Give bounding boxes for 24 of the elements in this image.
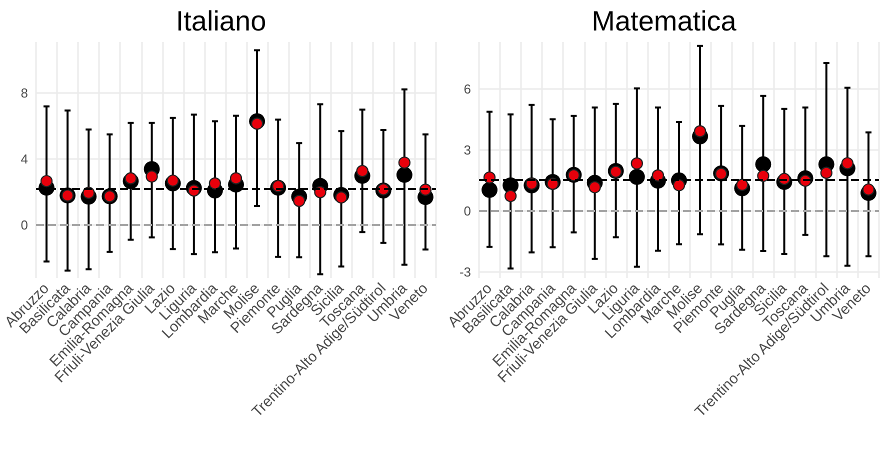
point	[820, 166, 832, 179]
point	[230, 172, 242, 184]
point	[755, 156, 772, 172]
y-tick-label: 4	[20, 152, 28, 167]
chart-title: Italiano	[176, 6, 266, 36]
chart-title: Matematica	[592, 6, 737, 36]
point	[630, 157, 643, 170]
y-tick-label: 3	[464, 142, 471, 158]
point	[40, 175, 53, 188]
point	[672, 179, 686, 192]
y-tick-label: 0	[20, 218, 28, 233]
point	[208, 177, 222, 190]
point	[482, 182, 498, 198]
point	[504, 190, 517, 202]
point	[652, 169, 664, 182]
point	[398, 156, 411, 169]
y-tick-label: -3	[459, 264, 471, 280]
y-tick-label: 8	[20, 86, 28, 101]
point	[146, 170, 158, 183]
y-tick-label: 0	[464, 203, 471, 218]
y-tick-label: 6	[464, 81, 471, 96]
point	[757, 170, 770, 182]
point	[862, 183, 875, 196]
point	[396, 166, 412, 183]
